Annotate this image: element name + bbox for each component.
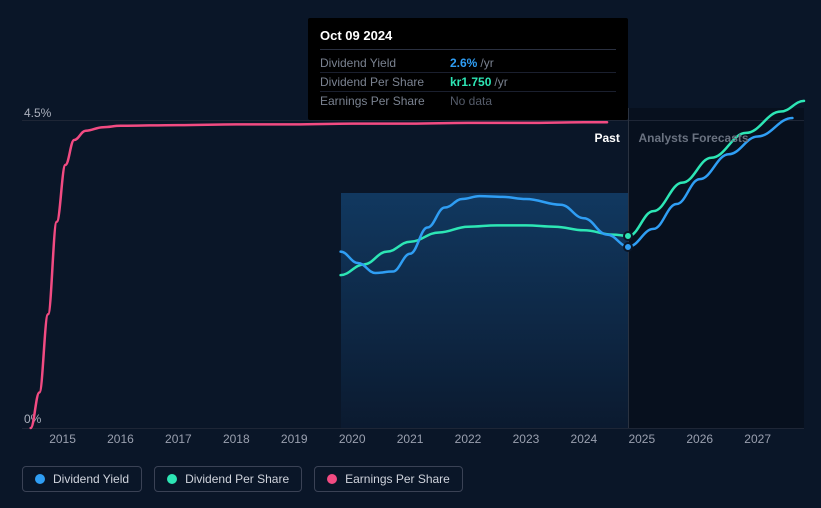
dividend-yield-line-past (341, 196, 629, 273)
legend-item[interactable]: Earnings Per Share (314, 466, 463, 492)
x-axis-label: 2018 (223, 432, 250, 446)
x-axis-label: 2025 (628, 432, 655, 446)
chart-plot-area (22, 108, 804, 428)
dividend-per-share-line-forecast (628, 101, 804, 236)
tooltip-row-label: Dividend Yield (320, 56, 450, 70)
x-axis: 2015 2016 2017 2018 2019 2020 2021 2022 2023 2024… (22, 432, 804, 450)
chart-svg (22, 108, 804, 428)
tooltip-row-value: kr1.750/yr (450, 75, 508, 89)
chart-legend: Dividend Yield Dividend Per Share Earnings… (22, 466, 463, 492)
tooltip-row-label: Dividend Per Share (320, 75, 450, 89)
forecast-section-label: Analysts Forecasts (638, 131, 748, 145)
chart-tooltip: Oct 09 2024 Dividend Yield2.6%/yrDividen… (308, 18, 628, 120)
x-axis-label: 2023 (513, 432, 540, 446)
x-axis-label: 2016 (107, 432, 134, 446)
x-axis-label: 2021 (397, 432, 424, 446)
tooltip-row-value: No data (450, 94, 492, 108)
current-marker-dot (623, 242, 633, 252)
tooltip-row: Dividend Yield2.6%/yr (320, 54, 616, 73)
legend-dot-icon (327, 474, 337, 484)
tooltip-row-label: Earnings Per Share (320, 94, 450, 108)
x-axis-label: 2015 (49, 432, 76, 446)
legend-item[interactable]: Dividend Per Share (154, 466, 302, 492)
x-axis-label: 2027 (744, 432, 771, 446)
x-axis-label: 2024 (571, 432, 598, 446)
dividend-per-share-line-past (341, 225, 629, 275)
legend-item[interactable]: Dividend Yield (22, 466, 142, 492)
tooltip-row: Dividend Per Sharekr1.750/yr (320, 73, 616, 92)
x-axis-label: 2020 (339, 432, 366, 446)
legend-dot-icon (167, 474, 177, 484)
x-axis-label: 2017 (165, 432, 192, 446)
current-marker-dot (623, 231, 633, 241)
past-section-label: Past (594, 131, 619, 145)
gridline-bottom (22, 428, 804, 429)
x-axis-label: 2022 (455, 432, 482, 446)
tooltip-date: Oct 09 2024 (320, 28, 616, 50)
tooltip-row-value: 2.6%/yr (450, 56, 494, 70)
legend-label: Dividend Per Share (185, 472, 289, 486)
legend-label: Dividend Yield (53, 472, 129, 486)
tooltip-row: Earnings Per ShareNo data (320, 92, 616, 110)
legend-dot-icon (35, 474, 45, 484)
legend-label: Earnings Per Share (345, 472, 450, 486)
x-axis-label: 2026 (686, 432, 713, 446)
x-axis-label: 2019 (281, 432, 308, 446)
earnings-line (31, 122, 607, 428)
